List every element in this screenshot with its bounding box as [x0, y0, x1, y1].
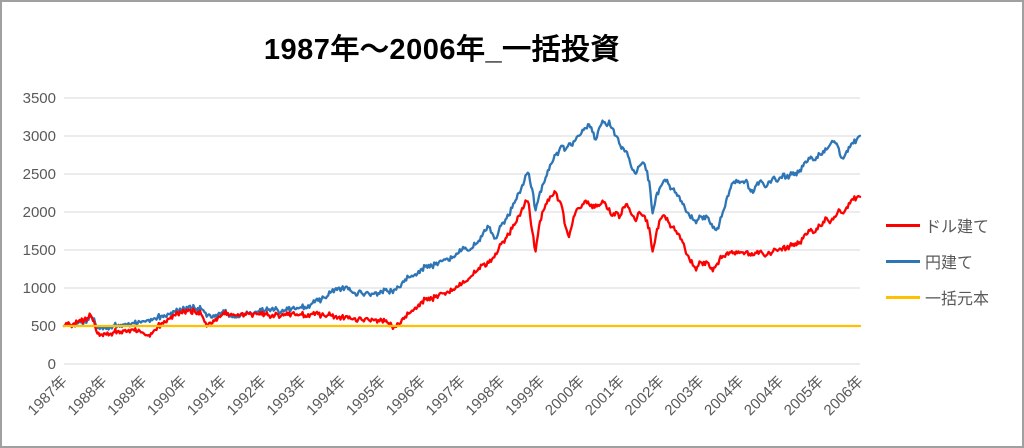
legend-item-usd: ドル建て	[886, 215, 990, 236]
x-tick-label: 1997年	[423, 373, 469, 419]
legend-line-swatch-usd	[886, 223, 920, 227]
y-tick-label: 1000	[23, 280, 56, 297]
legend-label-usd: ドル建て	[925, 219, 990, 236]
series-line-usd	[62, 190, 862, 338]
chart-title: 1987年～2006年_一括投資	[263, 34, 621, 66]
x-tick-label: 2004年	[701, 373, 747, 419]
x-tick-label: 1994年	[303, 373, 349, 419]
legend-item-principal: 一括元本	[886, 287, 990, 308]
x-tick-label: 1990年	[144, 373, 190, 419]
x-tick-label: 2004年	[741, 373, 787, 419]
legend-label-jpy: 円建て	[925, 255, 974, 272]
x-tick-label: 2005年	[781, 373, 827, 419]
x-tick-label: 2000年	[542, 373, 588, 419]
x-tick-label: 2003年	[661, 373, 707, 419]
x-tick-label: 2006年	[821, 373, 867, 419]
legend: ドル建て 円建て 一括元本	[886, 215, 989, 323]
x-tick-label: 1987年	[25, 373, 71, 419]
series-line-jpy	[62, 119, 862, 331]
x-tick-label: 1995年	[343, 373, 389, 419]
x-tick-label: 2002年	[622, 373, 668, 419]
y-tick-label: 1500	[23, 242, 56, 259]
x-tick-label: 1999年	[502, 373, 548, 419]
y-tick-label: 3500	[23, 90, 56, 107]
legend-line-swatch-jpy	[886, 259, 920, 263]
legend-item-jpy: 円建て	[886, 251, 989, 272]
x-tick-label: 1991年	[184, 373, 230, 419]
y-tick-label: 0	[48, 356, 56, 373]
y-tick-label: 2000	[23, 204, 56, 221]
y-tick-label: 3000	[23, 128, 56, 145]
x-tick-label: 1988年	[64, 373, 110, 419]
x-tick-label: 1992年	[224, 373, 270, 419]
legend-line-swatch-principal	[886, 295, 920, 299]
x-tick-label: 1998年	[462, 373, 508, 419]
y-tick-label: 2500	[23, 166, 56, 183]
x-tick-label: 1993年	[263, 373, 309, 419]
x-tick-label: 2001年	[582, 373, 628, 419]
x-tick-label: 1989年	[104, 373, 150, 419]
y-tick-label: 500	[31, 318, 56, 335]
legend-label-principal: 一括元本	[925, 291, 990, 308]
x-tick-label: 1996年	[383, 373, 429, 419]
